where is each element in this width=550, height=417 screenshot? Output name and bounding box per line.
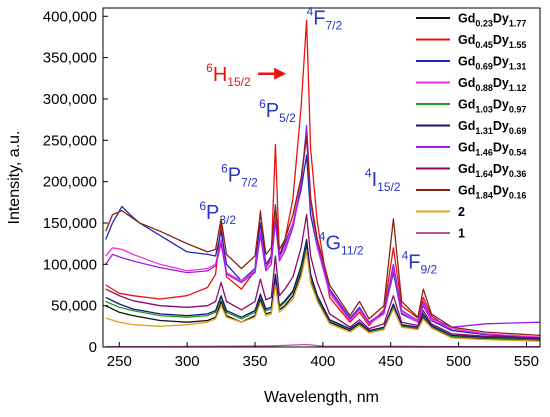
series-line-1	[105, 242, 540, 342]
legend-label: Gd0.45Dy1.55	[458, 33, 526, 50]
series-line-3	[105, 154, 540, 340]
annotation-h15: 6H15/2	[206, 61, 251, 89]
legend-label: Gd1.03Dy0.97	[458, 98, 526, 115]
y-tick-label: 350,000	[43, 50, 97, 67]
x-tick-label: 550	[514, 353, 539, 370]
y-tick-label: 100,000	[43, 256, 97, 273]
x-tick-label: 450	[378, 353, 403, 370]
series-line-6	[105, 238, 540, 340]
series-line-9	[105, 135, 540, 337]
annotation-i152: 4I15/2	[365, 166, 401, 194]
annotation-arrow-head	[274, 67, 287, 80]
y-tick-label: 400,000	[43, 8, 97, 25]
legend-label: Gd1.46Dy0.54	[458, 141, 526, 158]
legend: Gd0.23Dy1.77 Gd0.45Dy1.55 Gd0.69Dy1.31 Gd0.…	[416, 12, 526, 241]
y-tick-label: 200,000	[43, 174, 97, 191]
annotation-f92: 4F9/2	[402, 248, 438, 276]
y-tick-label: 250,000	[43, 132, 97, 149]
series-line-7	[105, 124, 540, 328]
series-line-10	[105, 251, 540, 342]
legend-label: 2	[458, 205, 465, 219]
annotations-layer: 6H15/2 6P3/2 6P7/2 6P5/2 4F7/2 4G11/2 4I15/2 4F…	[199, 5, 437, 277]
legend-label: Gd0.69Dy1.31	[458, 55, 526, 72]
series-line-2	[105, 19, 540, 338]
legend-label: Gd0.23Dy1.77	[458, 12, 526, 29]
series-line-4	[105, 135, 540, 338]
annotation-p32: 6P3/2	[199, 199, 236, 227]
ticks-layer: 250 300 350 400 450 500 550 0 50,000 100,000 150,0…	[43, 8, 539, 370]
x-tick-label: 350	[242, 353, 267, 370]
y-tick-label: 50,000	[51, 298, 97, 315]
y-tick-label: 0	[89, 339, 97, 356]
x-tick-label: 250	[107, 353, 132, 370]
legend-label: Gd1.84Dy0.16	[458, 184, 526, 201]
x-tick-label: 400	[310, 353, 335, 370]
annotation-f72: 4F7/2	[307, 5, 343, 33]
series-line-5	[105, 240, 540, 341]
legend-label: 1	[458, 227, 465, 241]
annotation-p72: 6P7/2	[221, 162, 258, 190]
y-tick-label: 150,000	[43, 215, 97, 232]
legend-label: Gd1.64Dy0.36	[458, 162, 526, 179]
x-axis-title: Wavelength, nm	[264, 389, 379, 406]
y-axis-title: Intensity, a.u.	[6, 131, 23, 225]
annotation-p52: 6P5/2	[259, 97, 296, 125]
annotation-g112: 4G11/2	[319, 229, 364, 257]
x-tick-label: 500	[446, 353, 471, 370]
series-line-8	[105, 214, 540, 339]
plot-frame	[102, 7, 541, 348]
legend-label: Gd1.31Dy0.69	[458, 119, 526, 136]
legend-label: Gd0.88Dy1.12	[458, 76, 526, 93]
x-tick-label: 300	[175, 353, 200, 370]
y-tick-label: 300,000	[43, 91, 97, 108]
